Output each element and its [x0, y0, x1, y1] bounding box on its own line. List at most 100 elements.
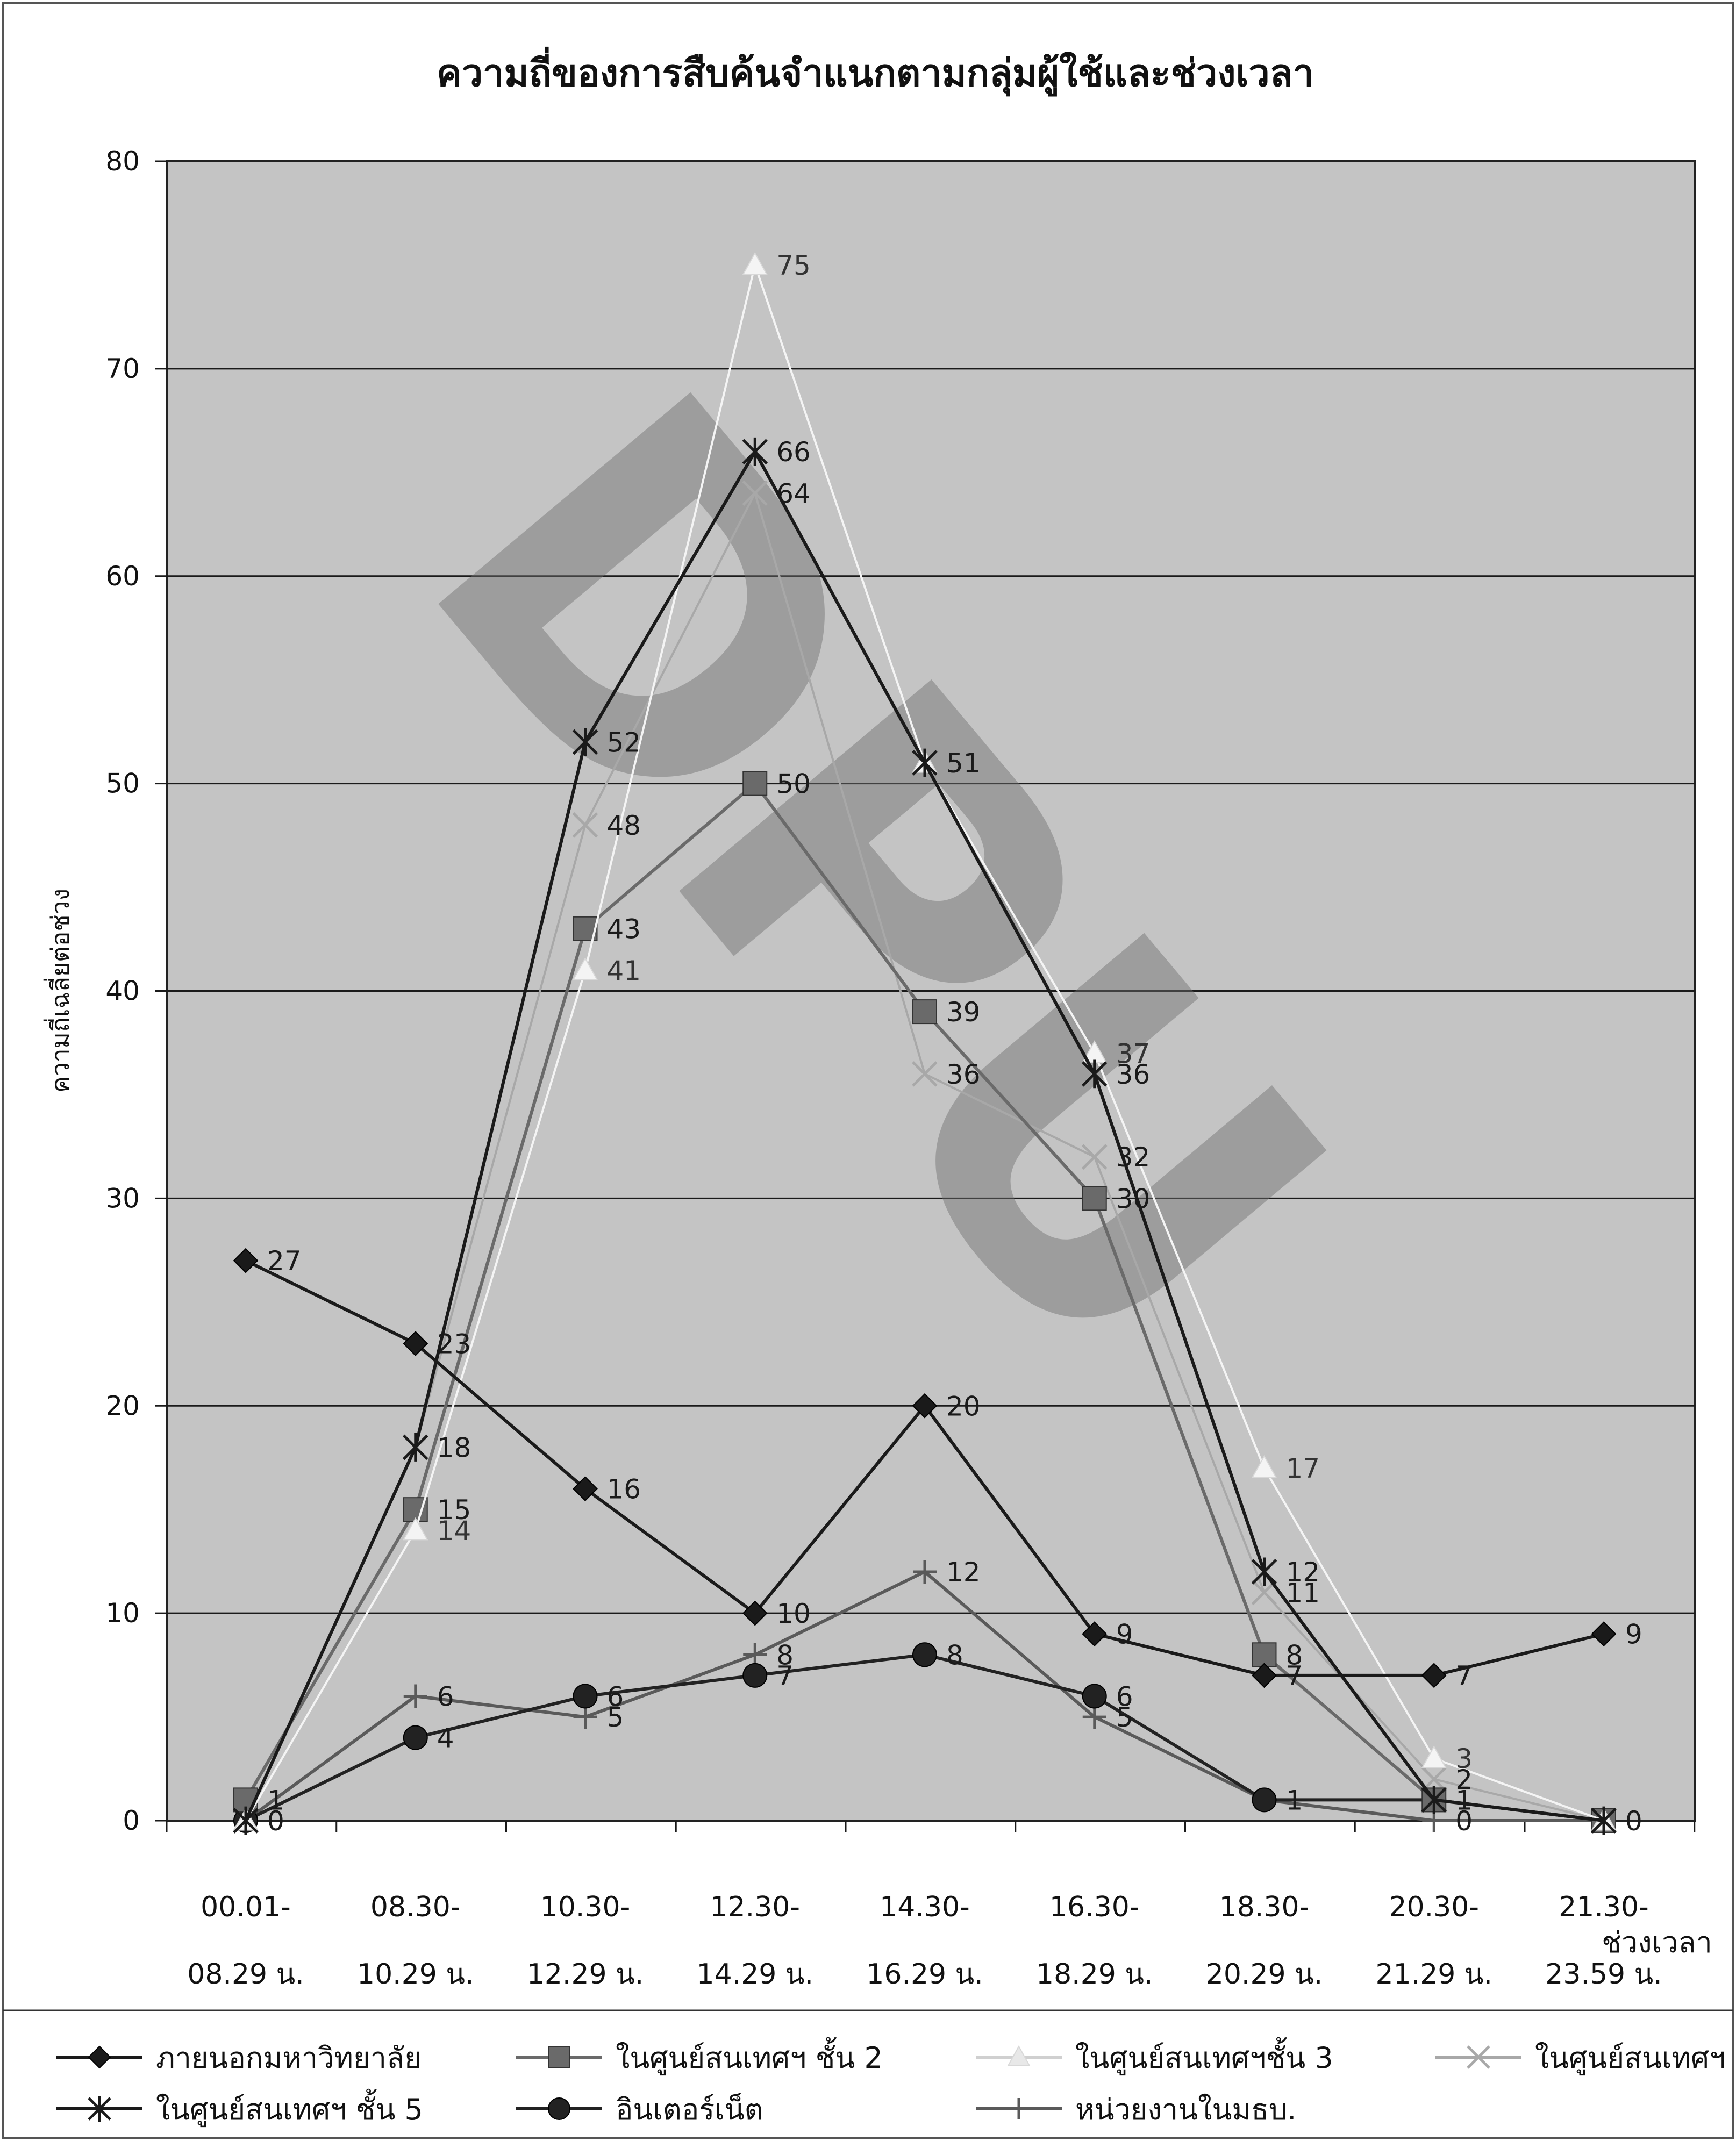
data-point	[548, 2097, 570, 2120]
x-tick-label: 12.30-	[710, 1891, 800, 1923]
data-label: 20	[946, 1391, 981, 1422]
y-tick-label: 80	[105, 146, 140, 177]
x-tick-label: 20.29 น.	[1206, 1958, 1323, 1990]
data-point	[742, 252, 768, 275]
data-point	[912, 1061, 938, 1087]
x-tick-label: 12.29 น.	[527, 1958, 644, 1990]
data-label: 15	[437, 1494, 471, 1526]
data-label: 7	[1286, 1660, 1303, 1692]
x-tick-label: 10.30-	[540, 1891, 631, 1923]
data-label: 5	[607, 1702, 624, 1733]
legend-item: ในศูนย์สนเทศฯ	[1435, 2041, 1726, 2075]
data-point	[1008, 2098, 1030, 2119]
data-label: 52	[607, 727, 641, 758]
data-label: 0	[267, 1806, 284, 1837]
data-point	[743, 1643, 767, 1667]
legend-item: หน่วยงานในมธบ.	[976, 2093, 1296, 2126]
data-label: 51	[946, 748, 981, 779]
x-marker-stroke	[912, 1061, 938, 1087]
x-tick-label: 14.30-	[880, 1891, 970, 1923]
data-point	[573, 1476, 598, 1502]
data-point	[1251, 1557, 1277, 1586]
data-point	[912, 748, 938, 777]
data-point	[403, 1517, 428, 1541]
legend-item: ในศูนย์สนเทศฯชั้น 3	[976, 2037, 1333, 2075]
data-label: 36	[1116, 1059, 1151, 1090]
series-5	[233, 437, 1617, 1835]
x-tick-label: 20.30-	[1389, 1891, 1479, 1923]
legend-item: ในศูนย์สนเทศฯ ชั้น 5	[56, 2089, 423, 2127]
data-point	[1081, 1144, 1108, 1170]
data-point	[1467, 2045, 1490, 2069]
data-point	[912, 999, 937, 1025]
legend-label: ในศูนย์สนเทศฯ ชั้น 5	[156, 2089, 423, 2127]
legend-item: ภายนอกมหาวิทยาลัย	[56, 2041, 422, 2075]
x-marker-stroke	[572, 812, 598, 838]
data-label: 8	[1286, 1639, 1303, 1671]
data-label: 0	[1455, 1806, 1473, 1837]
data-point	[548, 2046, 570, 2068]
data-point	[403, 1331, 428, 1356]
legend-label: อินเตอร์เน็ต	[616, 2093, 763, 2126]
data-point	[233, 1806, 259, 1835]
data-label: 4	[437, 1723, 454, 1754]
data-label: 0	[1625, 1806, 1642, 1837]
x-marker-stroke	[742, 480, 768, 506]
data-point	[403, 1725, 428, 1750]
x-tick-label: 14.29 น.	[697, 1958, 813, 1990]
data-point	[572, 812, 598, 838]
data-label: 3	[1455, 1743, 1473, 1774]
data-label: 5	[1116, 1702, 1133, 1733]
data-label: 10	[776, 1598, 811, 1629]
data-label: 9	[1625, 1619, 1642, 1650]
data-label: 18	[437, 1432, 471, 1463]
data-point	[1252, 1663, 1277, 1688]
data-label: 75	[776, 250, 811, 281]
x-tick-label: 21.29 น.	[1376, 1958, 1492, 1990]
data-label: 64	[776, 478, 811, 509]
x-axis-title: ช่วงเวลา	[1602, 1925, 1712, 1959]
data-label: 12	[1286, 1557, 1320, 1588]
x-tick-label: 21.30-	[1559, 1891, 1649, 1923]
y-tick-label: 0	[123, 1805, 140, 1836]
x-tick-label: 18.29 น.	[1036, 1958, 1153, 1990]
data-point	[742, 437, 768, 466]
x-tick-label: 16.29 น.	[866, 1958, 983, 1990]
data-point	[1081, 1059, 1108, 1089]
data-label: 39	[946, 997, 981, 1028]
data-point	[233, 1248, 259, 1273]
legend-label: หน่วยงานในมธบ.	[1075, 2093, 1296, 2126]
x-marker-stroke	[1467, 2045, 1490, 2069]
y-axis-title: ความถี่เฉลี่ยต่อช่วง	[43, 889, 75, 1093]
data-point	[1082, 1705, 1106, 1729]
x-tick-label: 16.30-	[1049, 1891, 1140, 1923]
data-label: 32	[1116, 1142, 1151, 1173]
data-point	[1082, 1186, 1107, 1211]
data-label: 14	[437, 1515, 471, 1546]
legend: ภายนอกมหาวิทยาลัย ในศูนย์สนเทศฯ ชั้น 2 ในศ…	[56, 2037, 1726, 2127]
data-label: 1	[1455, 1785, 1473, 1816]
data-label: 48	[607, 810, 641, 841]
data-label: 27	[267, 1245, 302, 1277]
x-axis: 00.01- 08.29 น. 08.30- 10.29 น. 10.30- 12.29 …	[166, 1821, 1696, 1990]
legend-label: ภายนอกมหาวิทยาลัย	[156, 2041, 422, 2075]
data-point	[1007, 2045, 1031, 2066]
data-label: 12	[946, 1557, 981, 1588]
data-point	[742, 480, 768, 506]
data-point	[742, 1600, 768, 1626]
legend-label: ในศูนย์สนเทศฯ ชั้น 2	[616, 2037, 883, 2075]
x-marker-stroke	[1081, 1144, 1108, 1170]
data-label: 8	[946, 1639, 963, 1671]
y-tick-label: 30	[105, 1183, 140, 1214]
data-label: 30	[1116, 1183, 1151, 1214]
data-point	[88, 2045, 111, 2069]
data-point	[88, 2096, 111, 2122]
data-label: 43	[607, 914, 641, 945]
y-axis: 0 10 20 30 40 50 60 70 80	[105, 146, 167, 1836]
y-tick-label: 70	[105, 353, 140, 384]
data-point	[1082, 1684, 1107, 1709]
data-label: 9	[1116, 1619, 1133, 1650]
x-tick-label: 08.30-	[370, 1891, 461, 1923]
data-label: 8	[776, 1639, 794, 1671]
